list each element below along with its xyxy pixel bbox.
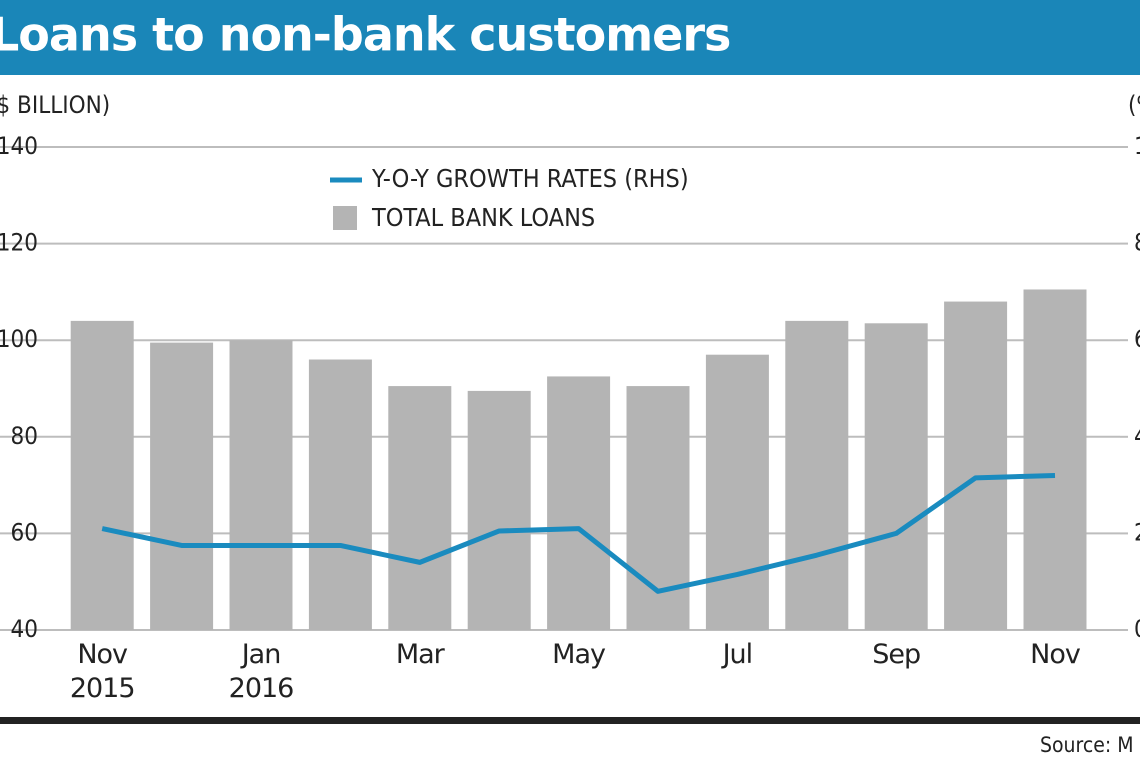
legend-label: Y-O-Y GROWTH RATES (RHS) — [371, 164, 689, 193]
bar — [944, 301, 1008, 630]
y-tick-label: 100 — [0, 325, 38, 353]
bottom-rule — [0, 717, 1140, 724]
y2-tick-label: 8 — [1134, 229, 1140, 257]
x-tick-label: Nov — [1030, 639, 1081, 670]
bar — [467, 390, 531, 630]
chart-title: Loans to non-bank customers — [0, 8, 730, 62]
bar — [785, 320, 849, 630]
x-tick-label: Jan 2016 — [228, 639, 295, 704]
y-tick-label: 60 — [11, 518, 38, 546]
bar — [547, 376, 611, 630]
legend-label: TOTAL BANK LOANS — [371, 203, 595, 232]
x-tick-label: Nov 2015 — [69, 639, 136, 704]
bar — [388, 386, 452, 630]
y2-tick-label: 6 — [1134, 325, 1140, 353]
y2-tick-label: 0 — [1134, 615, 1140, 643]
y2-axis-label: (%) — [1128, 91, 1140, 119]
bar — [70, 320, 134, 630]
bar — [308, 359, 372, 630]
title-bar — [0, 0, 1140, 75]
growth-line — [101, 472, 1056, 594]
source: Source: M — [1040, 733, 1134, 757]
bar — [229, 340, 293, 630]
legend-swatch — [333, 206, 357, 230]
y2-tick-label: 2 — [1134, 518, 1140, 546]
bar — [1023, 289, 1087, 630]
y2-tick-label: 10 — [1134, 132, 1140, 160]
x-tick-label: May — [552, 639, 606, 670]
x-tick-label: Mar — [395, 639, 445, 670]
y-tick-label: 80 — [11, 422, 38, 450]
y-tick-label: 140 — [0, 132, 38, 160]
y-tick-label: 120 — [0, 229, 38, 257]
bar — [150, 342, 214, 630]
y-axis-label: ($ BILLION) — [0, 91, 110, 119]
x-tick-label: Jul — [722, 639, 754, 670]
y2-tick-label: 4 — [1134, 422, 1140, 450]
bar — [864, 323, 928, 630]
y-tick-label: 40 — [11, 615, 38, 643]
bar — [705, 354, 769, 630]
x-tick-label: Sep — [872, 639, 921, 670]
